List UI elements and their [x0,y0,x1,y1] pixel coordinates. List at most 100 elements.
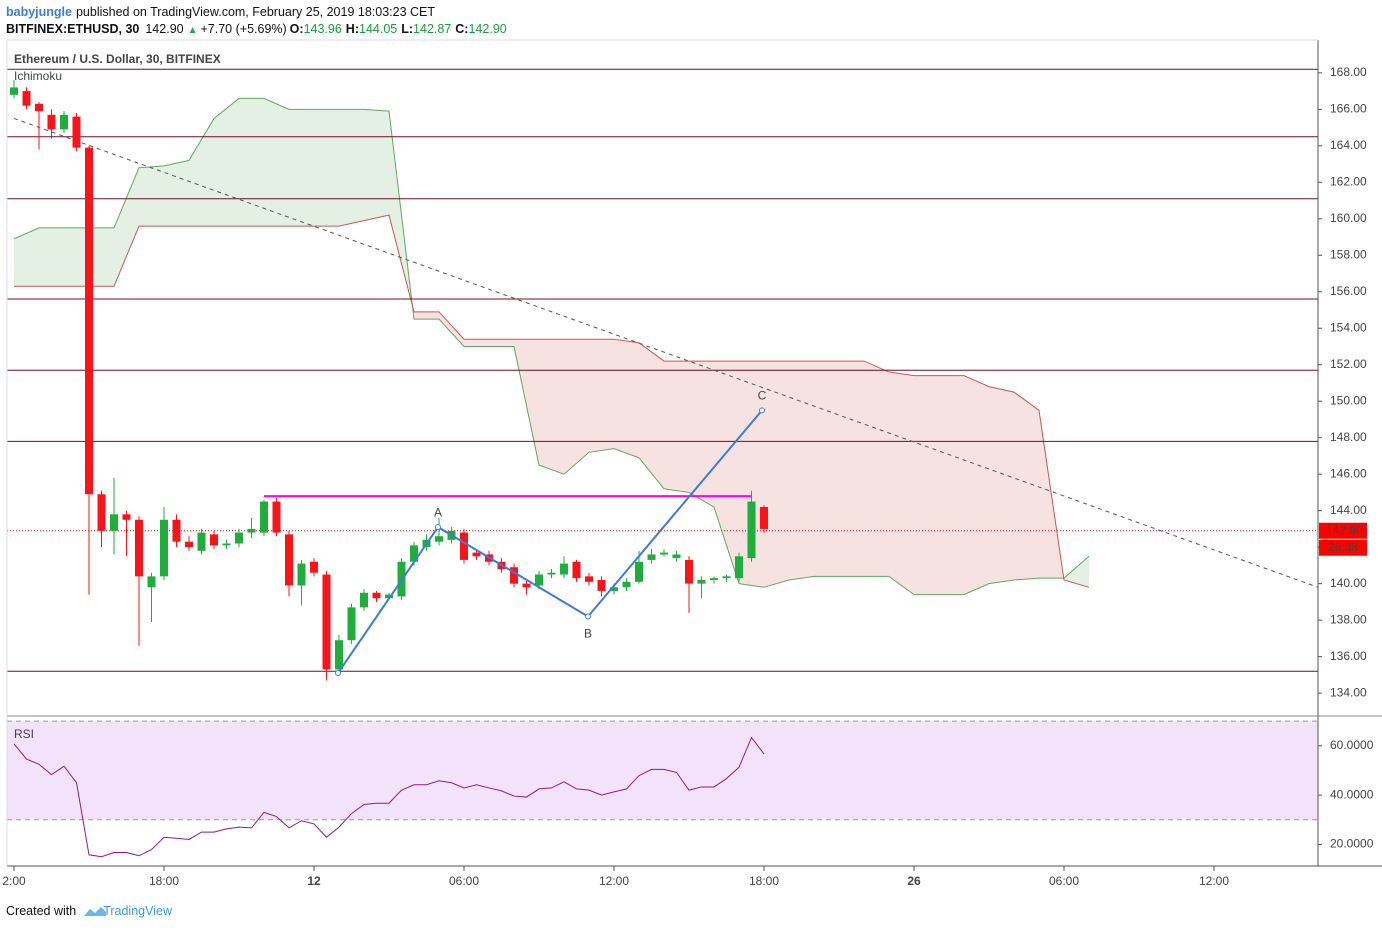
candle-body [622,581,631,588]
cloud-segment [864,361,889,577]
ohlc-label: C: [455,22,468,36]
rsi-band [7,721,1318,820]
candle-body [585,576,593,582]
chart-title: Ethereum / U.S. Dollar, 30, BITFINEX [14,52,221,66]
y-tick-label: 158.00 [1330,247,1367,261]
candle-body [247,528,256,533]
last-price-label: 142.90 [1326,523,1363,537]
cloud-segment [114,167,139,287]
y-tick-label: 136.00 [1330,649,1367,663]
price-pane: A B C Ethereum / U.S. Dollar, 30, BITFINEX I… [7,52,1319,681]
y-tick-label: 156.00 [1330,284,1367,298]
logo-icon [84,907,106,916]
cloud-segment [789,361,814,580]
rsi-y-tick-label: 60.0000 [1330,738,1374,752]
cloud-segment [464,339,489,347]
cloud-segment [814,361,839,577]
y-tick-label: 166.00 [1330,101,1367,115]
x-tick-label: 06:00 [1049,874,1079,888]
x-tick-label: 12 [307,874,321,888]
y-tick-label: 134.00 [1330,685,1367,699]
ohlc-label: O: [290,22,304,36]
candle-body [685,559,693,584]
candle-body [635,561,643,582]
countdown-label: 26:38 [1328,540,1358,554]
ohlc-value: 143.96 [304,22,342,36]
candle-body [47,114,56,130]
pattern-label: A [434,505,442,519]
candle-body [322,574,331,670]
cloud-segment [964,375,989,595]
candle-body [272,501,281,533]
cloud-segment [439,311,464,347]
author: babyjungle [6,5,72,19]
rsi-title: RSI [14,727,34,741]
x-tick-label: 06:00 [449,874,479,888]
candle-body [147,576,156,588]
candle-body [197,532,206,551]
cloud-segment [239,98,264,227]
cloud-segment [914,375,939,595]
candle-body [72,116,81,148]
cloud-segment [214,98,239,227]
y-tick-label: 168.00 [1330,65,1367,79]
cloud-segment [989,386,1014,584]
candle-body [110,514,118,531]
cloud-segment [539,339,564,475]
cloud-segment [139,165,164,227]
x-tick-label: 26 [907,874,921,888]
cloud-segment [689,361,714,508]
candle-body [372,592,381,599]
candle-body [735,556,743,579]
cloud-segment [1064,556,1089,588]
header-line: babyjungle published on TradingView.com, … [6,5,435,19]
candle-body [185,541,193,548]
pattern-point [335,670,341,677]
y-tick-label: 140.00 [1330,576,1367,590]
ohlc-label: H: [346,22,359,36]
price: 142.90 [145,22,183,36]
created-with: Created with [6,904,76,918]
y-tick-label: 138.00 [1330,612,1367,626]
cloud-segment [889,372,914,595]
y-tick-label: 164.00 [1330,138,1367,152]
candle-body [347,607,356,641]
candle-body [460,532,468,560]
x-tick-label: 12:00 [599,874,629,888]
cloud-segment [164,160,189,227]
x-tick-label: 18:00 [749,874,779,888]
pattern-point [585,613,591,620]
x-tick-label: 12:00 [1199,874,1229,888]
candle-body [547,572,556,575]
published: published on TradingView.com, February 2… [76,5,435,19]
candle-body [97,494,106,531]
header: babyjungle published on TradingView.com, … [6,5,507,36]
candle-body [285,534,293,586]
last-price-box [1319,522,1367,539]
cloud-line [14,214,1090,588]
change: +7.70 (+5.69%) [201,22,287,36]
candle-body [722,576,731,579]
y-tick-label: 152.00 [1330,357,1367,371]
x-tick-label: 18:00 [149,874,179,888]
y-tick-label: 160.00 [1330,211,1367,225]
cloud-segment [764,361,789,588]
cloud-segment [14,227,39,287]
candle-body [235,532,243,544]
rsi-y-tick-label: 40.0000 [1330,787,1374,801]
ohlc-value: 142.87 [413,22,451,36]
candle-body [747,501,756,559]
cloud-segment [939,375,964,595]
header-line: BITFINEX:ETHUSD, 30 142.90 ▲ +7.70 (+5.69%)… [6,22,507,36]
y-tick-label: 148.00 [1330,430,1367,444]
candle-body [122,514,131,520]
candle-body [610,587,618,591]
cloud-segment [339,109,364,227]
cloud-segment [414,311,439,320]
cloud-segment [264,98,289,227]
rsi-line [13,736,765,858]
candle-body [672,554,681,559]
cloud-segment [714,361,739,584]
